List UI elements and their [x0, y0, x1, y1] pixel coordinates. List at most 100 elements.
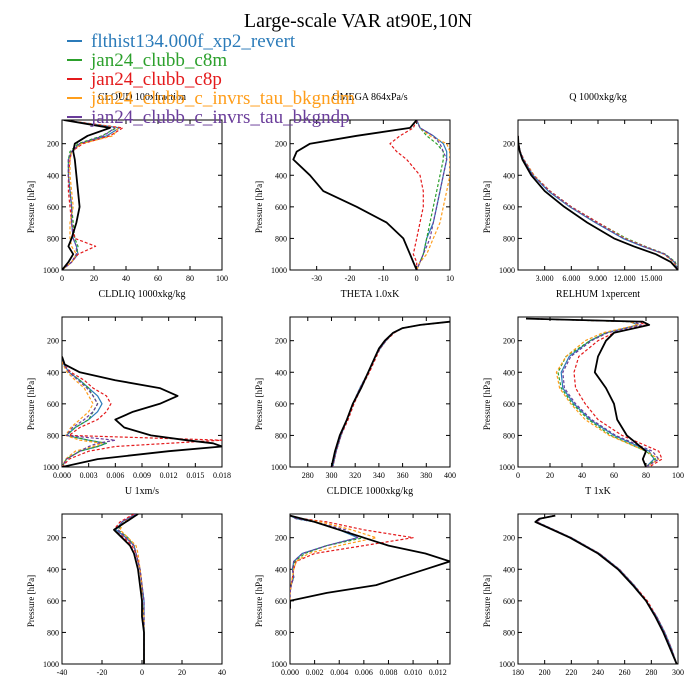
y-tick-label: 800	[275, 431, 287, 440]
y-tick-label: 1000	[499, 463, 515, 472]
y-axis-label: Pressure [hPa]	[482, 181, 492, 233]
y-tick-label: 600	[47, 597, 59, 606]
panel-0: CLOUD 100xfraction2004006008001000Pressu…	[26, 92, 228, 283]
plot-frame	[61, 119, 223, 271]
y-tick-label: 400	[47, 565, 59, 574]
reference-line	[534, 514, 678, 664]
panel-title: Q 1000xkg/kg	[569, 92, 627, 103]
y-tick-label: 800	[503, 628, 515, 637]
x-tick-label: 40	[122, 274, 130, 283]
y-tick-label: 600	[47, 203, 59, 212]
y-tick-label: 1000	[271, 660, 287, 669]
series-line-2	[525, 318, 663, 467]
series-line-3	[332, 321, 450, 467]
x-tick-label: 380	[420, 471, 432, 480]
x-tick-label: 60	[154, 274, 162, 283]
x-tick-label: 0	[516, 471, 520, 480]
series-line-4	[536, 515, 678, 664]
x-tick-label: 100	[216, 274, 228, 283]
x-tick-label: 340	[373, 471, 385, 480]
series-line-4	[290, 515, 359, 609]
legend-entry: jan24_clubb_c_invrs_tau_bkgndm	[90, 88, 355, 109]
x-tick-label: 300	[672, 668, 684, 677]
y-tick-label: 600	[275, 597, 287, 606]
series-line-1	[290, 515, 365, 609]
y-axis-label: Pressure [hPa]	[482, 378, 492, 430]
y-axis-label: Pressure [hPa]	[254, 181, 264, 233]
x-tick-label: 80	[642, 471, 650, 480]
y-tick-label: 200	[275, 534, 287, 543]
x-tick-label: 40	[578, 471, 586, 480]
series-line-2	[389, 120, 424, 270]
plot-frame	[517, 316, 679, 468]
y-tick-label: 200	[503, 337, 515, 346]
reference-line	[518, 135, 678, 270]
x-tick-label: 0.008	[379, 668, 397, 677]
series-line-4	[416, 120, 448, 270]
reference-line	[525, 317, 651, 467]
series-line-3	[416, 120, 450, 270]
x-tick-label: 20	[90, 274, 98, 283]
x-tick-label: 9.000	[589, 274, 607, 283]
x-tick-label: 0	[140, 668, 144, 677]
x-tick-label: 20	[178, 668, 186, 677]
panel-5: RELHUM 1xpercent2004006008001000Pressure…	[482, 289, 684, 480]
reference-line	[292, 120, 418, 270]
panel-4: THETA 1.0xK 200 400 600 800 1000 Pressure [hPa…	[254, 289, 456, 480]
y-tick-label: 200	[503, 534, 515, 543]
y-tick-label: 800	[503, 431, 515, 440]
x-tick-label: 20	[546, 471, 554, 480]
y-tick-label: 400	[503, 368, 515, 377]
x-tick-label: 0.002	[306, 668, 324, 677]
x-tick-label: 0.003	[80, 471, 98, 480]
series-line-4	[62, 120, 116, 270]
x-tick-label: 0.010	[404, 668, 422, 677]
x-tick-label: 260	[619, 668, 631, 677]
y-tick-label: 1000	[499, 266, 515, 275]
series-line-2	[62, 120, 124, 270]
series-line-4	[62, 356, 116, 467]
x-tick-label: 0.009	[133, 471, 151, 480]
x-tick-label: 180	[512, 668, 524, 677]
y-tick-label: 800	[47, 431, 59, 440]
series-line-3	[525, 318, 660, 467]
y-tick-label: 1000	[43, 266, 59, 275]
y-tick-label: 400	[503, 565, 515, 574]
panel-title: T 1xK	[585, 486, 611, 497]
panel-title: CLDLIQ 1000xkg/kg	[99, 289, 186, 300]
reference-line	[330, 320, 450, 467]
x-tick-label: 10	[446, 274, 454, 283]
reference-line	[113, 514, 145, 664]
panel-8: T 1xK 200 400 600 800 1000 Pressure [hPa] 180 20…	[482, 486, 684, 677]
x-tick-label: 0.018	[213, 471, 231, 480]
y-axis-label: Pressure [hPa]	[26, 181, 36, 233]
panel-1: OMEGA 864xPa/s 200 400 600 800 1000 Pressure […	[254, 92, 454, 283]
x-tick-label: 320	[349, 471, 361, 480]
series-line-0	[416, 120, 448, 270]
y-tick-label: 600	[503, 203, 515, 212]
series-line-4	[332, 321, 450, 467]
series-line-0	[332, 321, 450, 467]
series-line-3	[290, 515, 377, 609]
series-line-0	[536, 515, 678, 664]
x-tick-label: 60	[610, 471, 618, 480]
y-tick-label: 200	[503, 140, 515, 149]
series-line-2	[332, 321, 450, 467]
y-tick-label: 600	[503, 597, 515, 606]
plot-frame	[517, 513, 679, 665]
x-tick-label: 6.000	[562, 274, 580, 283]
plot-frame	[289, 316, 451, 468]
reference-line	[290, 514, 450, 609]
series-line-2	[536, 515, 678, 664]
series-line-2	[113, 514, 145, 664]
series-line-4	[518, 135, 678, 270]
y-axis-label: Pressure [hPa]	[26, 378, 36, 430]
panel-2: Q 1000xkg/kg 200 400 600 800 1000 Pressure [hP…	[482, 92, 679, 283]
y-tick-label: 1000	[271, 266, 287, 275]
x-tick-label: 0.012	[160, 471, 178, 480]
series-line-3	[536, 515, 678, 664]
y-axis-label: Pressure [hPa]	[254, 378, 264, 430]
series-line-1	[416, 120, 444, 270]
